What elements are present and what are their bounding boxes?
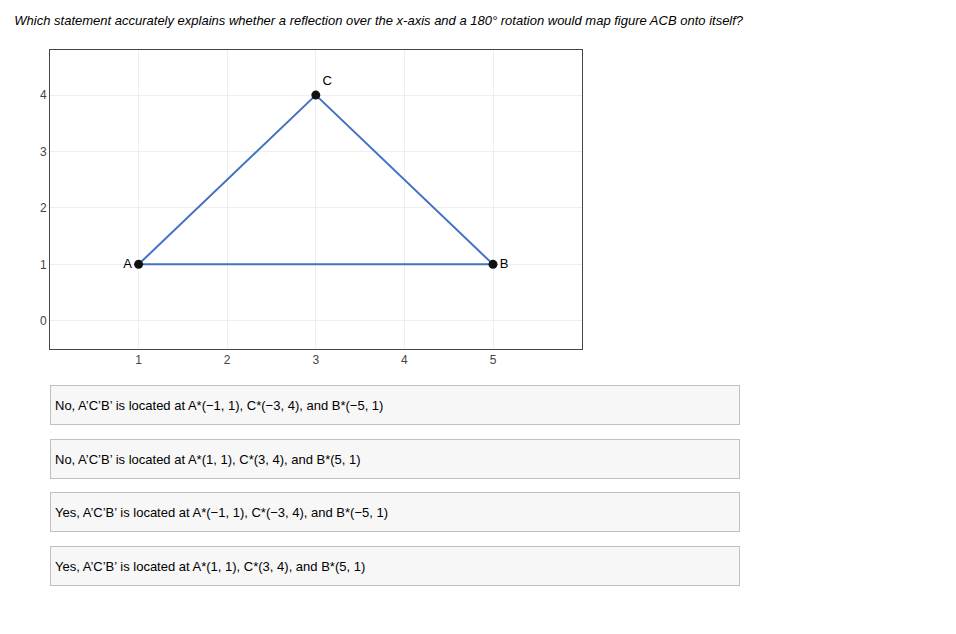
svg-text:0: 0	[40, 314, 47, 328]
svg-text:No, A’C’B’ is located at A*(−1: No, A’C’B’ is located at A*(−1, 1), C*(−…	[55, 398, 383, 413]
svg-text:2: 2	[40, 201, 47, 215]
svg-text:Yes, A’C’B’ is located at A*(1: Yes, A’C’B’ is located at A*(1, 1), C*(3…	[55, 559, 365, 574]
svg-text:B: B	[500, 256, 509, 271]
svg-text:Which statement accurately exp: Which statement accurately explains whet…	[14, 13, 744, 28]
svg-text:3: 3	[40, 145, 47, 159]
svg-text:No, A’C’B’ is located at A*(1,: No, A’C’B’ is located at A*(1, 1), C*(3,…	[55, 452, 361, 467]
svg-text:1: 1	[40, 258, 47, 272]
svg-text:2: 2	[224, 353, 231, 367]
svg-text:C: C	[322, 73, 331, 88]
svg-text:4: 4	[401, 353, 408, 367]
svg-text:Yes, A’C’B’ is located at A*(−: Yes, A’C’B’ is located at A*(−1, 1), C*(…	[55, 505, 388, 520]
svg-text:5: 5	[490, 353, 497, 367]
svg-text:4: 4	[40, 88, 47, 102]
svg-text:3: 3	[312, 353, 319, 367]
svg-text:A: A	[123, 256, 132, 271]
svg-text:1: 1	[135, 353, 142, 367]
